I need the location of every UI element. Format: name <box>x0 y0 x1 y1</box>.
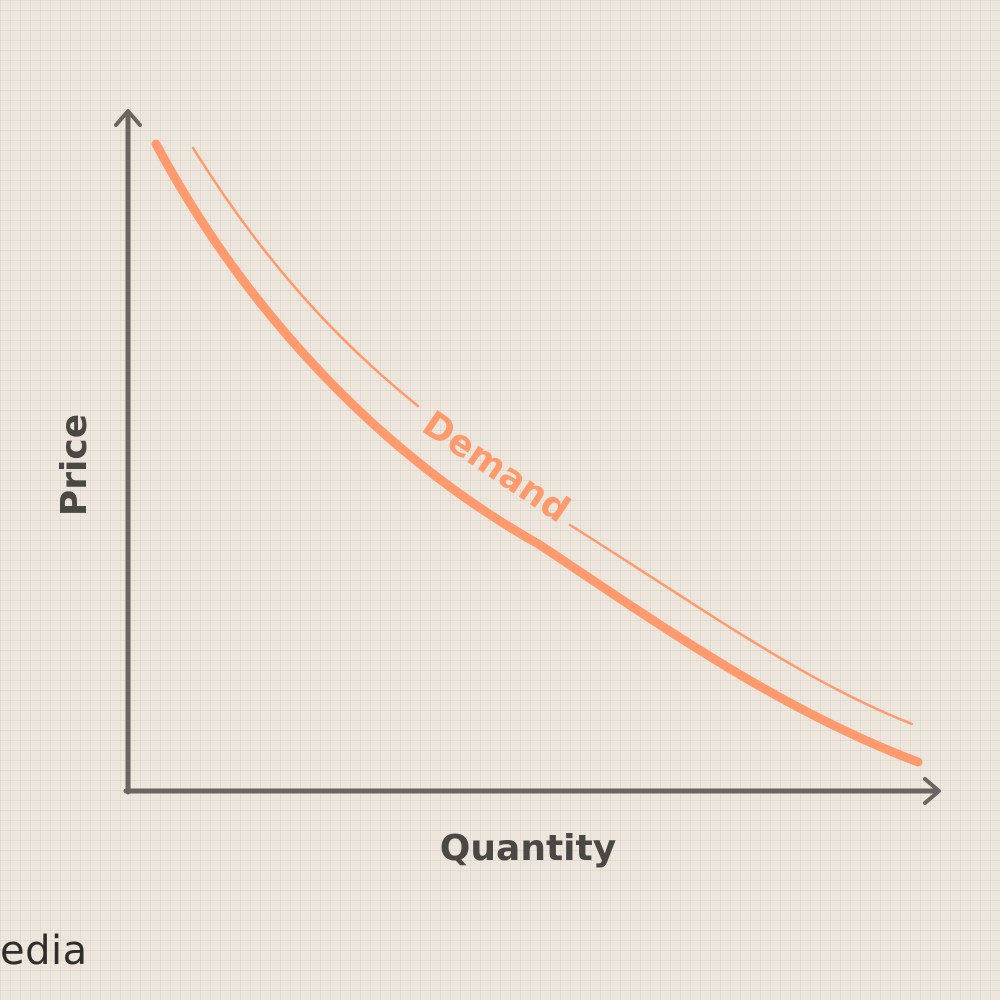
x-axis-arrowhead <box>923 777 941 805</box>
demand-curve-label: Demand <box>415 403 577 531</box>
demand-curve <box>151 139 923 767</box>
x-axis-label: Quantity <box>440 828 616 869</box>
demand-label-line-upper <box>191 146 420 408</box>
y-axis-label: Price <box>54 414 95 516</box>
watermark-text: edia <box>0 928 88 974</box>
y-axis-arrowhead <box>114 109 142 127</box>
demand-label-line-lower <box>568 523 914 726</box>
